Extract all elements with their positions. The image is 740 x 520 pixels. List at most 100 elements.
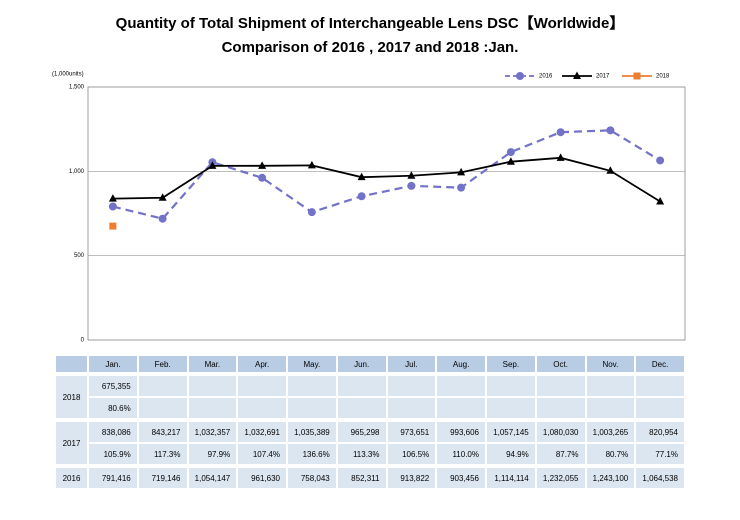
- legend-label: 2017: [596, 74, 610, 80]
- value-cell: 1,232,055: [535, 467, 586, 489]
- ratio-cell: [187, 397, 238, 419]
- column-header: Nov.: [585, 355, 636, 373]
- data-point: [258, 161, 267, 169]
- ratio-cell: 97.9%: [187, 443, 238, 465]
- row-header: 2016: [55, 467, 88, 489]
- data-point: [158, 214, 167, 223]
- ratio-cell: [535, 397, 586, 419]
- chart-subtitle: Comparison of 2016 , 2017 and 2018 :Jan.: [222, 39, 519, 56]
- column-header: Sep.: [486, 355, 536, 373]
- plot-frame: [87, 86, 686, 341]
- ratio-cell: 80.7%: [585, 443, 636, 465]
- ratio-cell: 113.3%: [336, 443, 387, 465]
- value-cell: [535, 375, 586, 397]
- value-cell: [187, 375, 238, 397]
- ratio-cell: [237, 397, 287, 419]
- data-point: [656, 197, 665, 205]
- ratio-cell: 106.5%: [386, 443, 437, 465]
- value-cell: 1,054,147: [187, 467, 238, 489]
- value-cell: 973,651: [386, 421, 437, 443]
- value-cell: 852,311: [336, 467, 387, 489]
- y-tick-label: 500: [74, 253, 85, 259]
- y-axis-label: (1,000units): [52, 72, 84, 78]
- data-point: [556, 153, 565, 161]
- data-point: [556, 128, 565, 137]
- ratio-cell: 77.1%: [635, 443, 685, 465]
- data-point: [457, 183, 466, 192]
- value-cell: 1,080,030: [535, 421, 586, 443]
- column-header: Mar.: [187, 355, 238, 373]
- series-line: [112, 129, 661, 220]
- column-header: Dec.: [635, 355, 685, 373]
- value-cell: [137, 375, 188, 397]
- value-cell: [237, 375, 287, 397]
- value-cell: [585, 375, 636, 397]
- data-point: [109, 222, 117, 230]
- data-point: [606, 166, 615, 174]
- data-point: [407, 171, 416, 179]
- value-cell: [436, 375, 486, 397]
- ratio-cell: [336, 397, 387, 419]
- ratio-cell: 80.6%: [88, 397, 138, 419]
- value-cell: 675,355: [88, 375, 138, 397]
- value-cell: 843,217: [137, 421, 188, 443]
- ratio-cell: 107.4%: [237, 443, 287, 465]
- legend-label: 2018: [656, 74, 670, 80]
- column-header: Jan.: [88, 355, 138, 373]
- chart: Quantity of Total Shipment of Interchang…: [52, 14, 686, 344]
- ratio-cell: 136.6%: [287, 443, 337, 465]
- data-point: [506, 148, 515, 157]
- legend-marker: [633, 72, 641, 80]
- data-point: [307, 208, 316, 217]
- value-cell: 993,606: [436, 421, 486, 443]
- value-cell: 820,954: [635, 421, 685, 443]
- ratio-cell: 87.7%: [535, 443, 586, 465]
- data-point: [656, 156, 665, 165]
- y-tick-label: 1,500: [69, 85, 85, 91]
- legend-label: 2016: [539, 74, 553, 80]
- ratio-cell: 94.9%: [486, 443, 536, 465]
- value-cell: 1,243,100: [585, 467, 636, 489]
- data-point: [357, 172, 366, 181]
- ratio-cell: [436, 397, 486, 419]
- value-cell: 1,032,691: [237, 421, 287, 443]
- value-cell: 961,630: [237, 467, 287, 489]
- value-cell: [287, 375, 337, 397]
- column-header: Jul.: [386, 355, 437, 373]
- data-point: [208, 161, 217, 169]
- column-header: Feb.: [137, 355, 188, 373]
- ratio-cell: [386, 397, 437, 419]
- value-cell: 1,035,389: [287, 421, 337, 443]
- value-cell: 1,003,265: [585, 421, 636, 443]
- value-cell: 903,456: [436, 467, 486, 489]
- row-header: 2018: [55, 375, 88, 419]
- value-cell: [635, 375, 685, 397]
- value-cell: 1,114,114: [486, 467, 536, 489]
- data-point: [506, 157, 515, 165]
- data-point: [307, 160, 316, 169]
- data-point: [108, 194, 117, 202]
- value-cell: 758,043: [287, 467, 337, 489]
- header-corner: [55, 355, 88, 373]
- value-cell: [486, 375, 536, 397]
- data-point: [158, 193, 167, 201]
- ratio-cell: [585, 397, 636, 419]
- value-cell: 965,298: [336, 421, 387, 443]
- series-line: [112, 156, 661, 203]
- ratio-cell: [486, 397, 536, 419]
- data-point: [457, 167, 466, 176]
- ratio-cell: [287, 397, 337, 419]
- column-header: May.: [287, 355, 337, 373]
- value-cell: 791,416: [88, 467, 138, 489]
- column-header: Jun.: [336, 355, 387, 373]
- ratio-cell: [635, 397, 685, 419]
- column-header: Oct.: [535, 355, 586, 373]
- ratio-cell: 105.9%: [88, 443, 138, 465]
- chart-title: Quantity of Total Shipment of Interchang…: [116, 14, 625, 32]
- row-header: 2017: [55, 421, 88, 465]
- value-cell: 1,032,357: [187, 421, 238, 443]
- value-cell: 838,086: [88, 421, 138, 443]
- y-tick-label: 1,000: [69, 169, 85, 175]
- column-header: Aug.: [436, 355, 486, 373]
